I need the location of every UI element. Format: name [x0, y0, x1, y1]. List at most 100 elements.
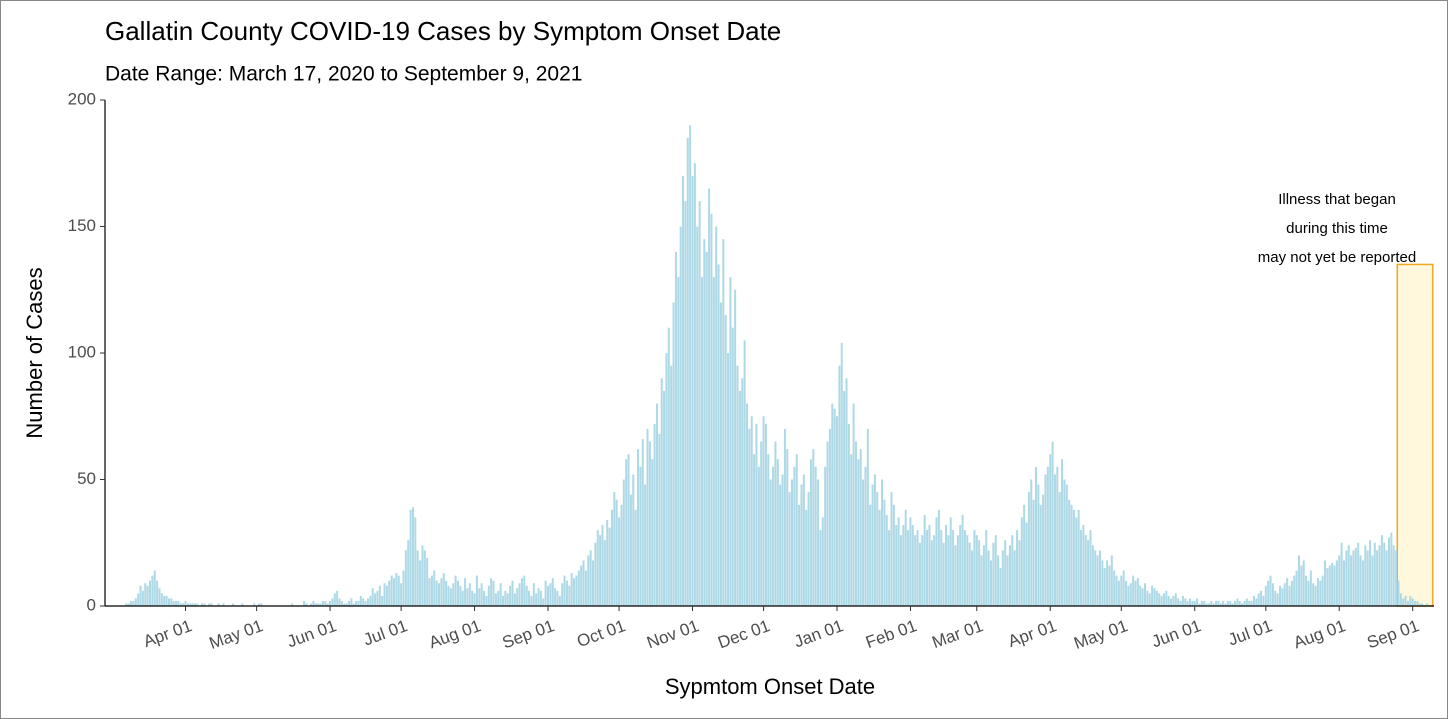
bar — [971, 550, 974, 606]
bar — [933, 535, 936, 606]
bar — [456, 580, 459, 606]
bar — [748, 428, 751, 606]
bar — [1300, 565, 1303, 606]
bar — [321, 600, 324, 606]
bar — [997, 555, 1000, 606]
bar — [755, 423, 758, 606]
y-tick-label: 200 — [68, 89, 96, 108]
bar — [430, 575, 433, 606]
bar — [582, 560, 585, 606]
bar — [364, 600, 367, 606]
bar — [1170, 598, 1173, 606]
bar — [606, 519, 609, 606]
bar — [1106, 560, 1109, 606]
bar — [1172, 595, 1175, 606]
bar — [1023, 504, 1026, 606]
y-axis-title: Number of Cases — [22, 267, 47, 438]
bar — [478, 588, 481, 606]
bar — [1046, 466, 1049, 606]
bar — [982, 545, 985, 606]
bar — [963, 530, 966, 606]
bar — [231, 603, 234, 606]
chart-subtitle: Date Range: March 17, 2020 to September … — [105, 63, 582, 86]
bar — [260, 603, 263, 606]
bar — [1096, 555, 1099, 606]
bar — [1347, 545, 1350, 606]
bar — [592, 560, 595, 606]
bar — [1160, 595, 1163, 606]
bar — [807, 492, 810, 606]
bar — [731, 327, 734, 606]
bar — [369, 595, 372, 606]
bar — [421, 545, 424, 606]
bar — [331, 598, 334, 606]
bar — [1328, 565, 1331, 606]
bar — [781, 474, 784, 606]
bar — [409, 509, 412, 606]
bar — [1385, 550, 1388, 606]
bar — [1068, 499, 1071, 606]
bar — [1245, 598, 1248, 606]
bar — [1224, 603, 1227, 606]
bar — [473, 593, 476, 606]
bar — [1354, 547, 1357, 606]
bar — [468, 583, 471, 606]
bar — [895, 525, 898, 606]
bar — [625, 459, 628, 606]
bar — [663, 390, 666, 606]
bar — [402, 570, 405, 606]
bar — [139, 585, 142, 606]
bar — [336, 590, 339, 606]
bar — [1297, 555, 1300, 606]
bar — [189, 603, 192, 606]
bar — [757, 466, 760, 606]
bar — [836, 416, 839, 606]
bar — [923, 514, 926, 606]
bar — [440, 578, 443, 606]
bar — [400, 583, 403, 606]
bar — [1001, 550, 1004, 606]
bar — [1241, 603, 1244, 606]
bar — [1321, 575, 1324, 606]
bar — [1352, 550, 1355, 606]
bar — [800, 484, 803, 606]
bar — [937, 509, 940, 606]
bar — [182, 603, 185, 606]
bar — [1056, 466, 1059, 606]
bar — [641, 439, 644, 606]
bar — [904, 509, 907, 606]
bar — [859, 449, 862, 606]
bar — [175, 600, 178, 606]
bar — [464, 578, 467, 606]
bar — [629, 494, 632, 606]
chart-title: Gallatin County COVID-19 Cases by Sympto… — [105, 16, 781, 46]
bar — [393, 578, 396, 606]
bar — [1399, 593, 1402, 606]
bar — [622, 479, 625, 606]
bar — [677, 277, 680, 606]
bar — [1257, 593, 1260, 606]
bar — [217, 603, 220, 606]
bar — [873, 474, 876, 606]
bar — [1008, 545, 1011, 606]
bar — [715, 226, 718, 606]
bar — [1425, 603, 1428, 606]
bar — [1250, 600, 1253, 606]
bar — [599, 535, 602, 606]
bar — [866, 428, 869, 606]
bar — [890, 492, 893, 606]
bar — [1331, 562, 1334, 606]
bar — [1136, 578, 1139, 606]
bar — [340, 600, 343, 606]
bar — [170, 598, 173, 606]
bar — [1205, 603, 1208, 606]
bar — [1027, 492, 1030, 606]
bar — [371, 588, 374, 606]
bar — [862, 479, 865, 606]
bar — [1127, 585, 1130, 606]
bar — [693, 163, 696, 606]
bar — [454, 575, 457, 606]
bar — [1373, 542, 1376, 606]
bar — [411, 507, 414, 606]
